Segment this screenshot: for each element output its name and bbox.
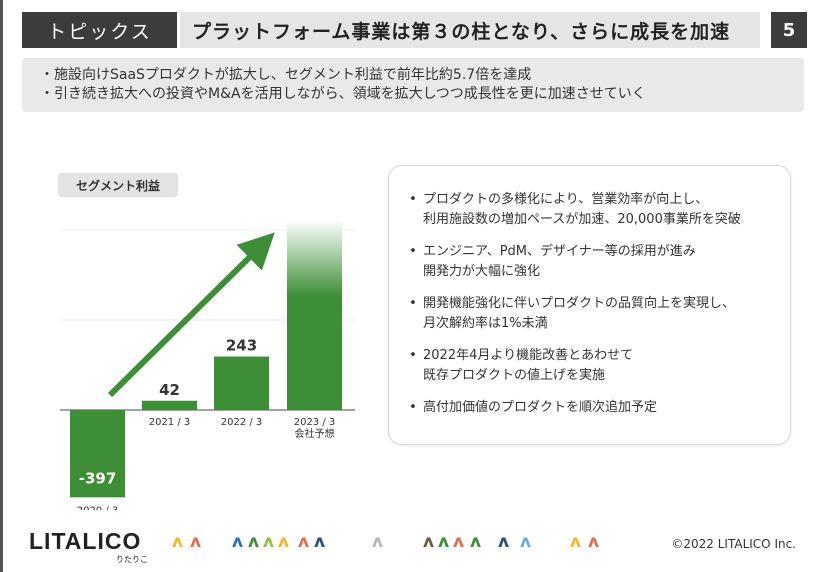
bullet-marker: • <box>409 192 417 207</box>
person-chevron-icon: ʌ <box>314 532 326 552</box>
person-chevron-icon: ʌ <box>498 532 510 552</box>
bar <box>142 400 197 410</box>
bullet-text: エンジニア、PdM、デザイナー等の採用が進み 開発力が大幅に強化 <box>423 244 696 279</box>
person-chevron-icon: ʌ <box>248 532 260 552</box>
person-chevron-icon: ʌ <box>520 532 532 552</box>
person-chevron-icon: ʌ <box>470 532 482 552</box>
summary-box: ・施設向けSaaSプロダクトが拡大し、セグメント利益で前年比約5.7倍を達成 ・… <box>22 58 804 112</box>
bar <box>214 356 269 410</box>
bullet-marker: • <box>409 244 417 259</box>
data-label: -397 <box>79 469 117 487</box>
person-chevron-icon: ʌ <box>372 532 384 552</box>
person-chevron-icon: ʌ <box>298 532 310 552</box>
data-label: 42 <box>159 381 180 399</box>
person-chevron-icon: ʌ <box>263 532 275 552</box>
tick-label: 会社予想 <box>295 427 335 440</box>
list-item: • 高付加価値のプロダクトを順次追加予定 <box>403 398 790 418</box>
bullet-list-box: • プロダクトの多様化により、営業効率が向上し、 利用施設数の増加ペースが加速、… <box>388 165 791 445</box>
forecast-bar <box>287 220 342 410</box>
page-title: プラットフォーム事業は第３の柱となり、さらに成長を加速 <box>180 12 760 48</box>
bullet-marker: • <box>409 296 417 311</box>
person-chevron-icon: ʌ <box>570 532 582 552</box>
person-chevron-icon: ʌ <box>453 532 465 552</box>
tick-label: 2020 / 3 <box>77 505 119 510</box>
bullet-marker: • <box>409 400 417 415</box>
segment-profit-chart: -397 2020 / 3 42 2021 / 3 243 2022 / 3 2023 / … <box>60 220 355 510</box>
person-chevron-icon: ʌ <box>588 532 600 552</box>
person-chevron-icon: ʌ <box>232 532 244 552</box>
topics-tag: トピックス <box>22 12 177 48</box>
trend-arrow <box>107 232 275 398</box>
tick-label: 2021 / 3 <box>149 417 191 428</box>
company-logo-sub: りたりこ <box>116 555 148 564</box>
bullet-text: 2022年4月より機能改善とあわせて 既存プロダクトの値上げを実施 <box>423 348 634 383</box>
list-item: • エンジニア、PdM、デザイナー等の採用が進み 開発力が大幅に強化 <box>403 242 790 282</box>
bullet-text: 高付加価値のプロダクトを順次追加予定 <box>423 400 658 415</box>
list-item: • 2022年4月より機能改善とあわせて 既存プロダクトの値上げを実施 <box>403 346 790 386</box>
bar <box>70 410 125 498</box>
summary-line: ・引き続き拡大への投資やM&Aを活用しながら、領域を拡大しつつ成長性を更に加速さ… <box>40 86 646 102</box>
data-label: 243 <box>226 337 257 355</box>
copyright: ©2022 LITALICO Inc. <box>671 537 796 551</box>
person-chevron-icon: ʌ <box>278 532 290 552</box>
summary-line: ・施設向けSaaSプロダクトが拡大し、セグメント利益で前年比約5.7倍を達成 <box>40 67 532 83</box>
person-chevron-icon: ʌ <box>172 532 184 552</box>
tick-label: 2023 / 3 <box>294 417 336 428</box>
person-chevron-icon: ʌ <box>190 532 202 552</box>
page-number: 5 <box>771 12 807 48</box>
tick-label: 2022 / 3 <box>221 417 263 428</box>
list-item: • 開発機能強化に伴いプロダクトの品質向上を実現し、 月次解約率は1%未満 <box>403 294 790 334</box>
company-logo: LITALICO <box>29 528 142 554</box>
bullet-text: プロダクトの多様化により、営業効率が向上し、 利用施設数の増加ペースが加速、20… <box>423 192 741 227</box>
person-chevron-icon: ʌ <box>423 532 435 552</box>
list-item: • プロダクトの多様化により、営業効率が向上し、 利用施設数の増加ペースが加速、… <box>403 190 790 230</box>
chart-title: セグメント利益 <box>58 173 178 197</box>
left-edge-bar <box>0 0 3 572</box>
person-chevron-icon: ʌ <box>438 532 450 552</box>
bullet-text: 開発機能強化に伴いプロダクトの品質向上を実現し、 月次解約率は1%未満 <box>423 296 736 331</box>
bullet-marker: • <box>409 348 417 363</box>
